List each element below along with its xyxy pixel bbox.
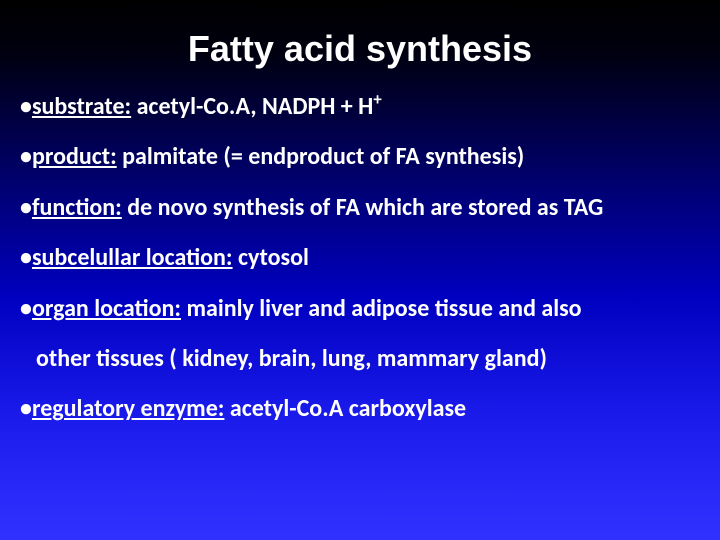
bullet-dot-icon: • — [20, 189, 32, 227]
bullet-text: de novo synthesis of FA which are stored… — [122, 193, 603, 222]
bullet-label: substrate: — [32, 92, 131, 121]
bullet-item: •product: palmitate (= endproduct of FA … — [20, 138, 704, 176]
bullet-dot-icon: • — [20, 290, 32, 328]
bullet-item: •function: de novo synthesis of FA which… — [20, 189, 704, 227]
bullet-label: regulatory enzyme: — [32, 394, 224, 423]
bullet-item: •organ location: mainly liver and adipos… — [20, 290, 704, 328]
bullet-label: function: — [32, 193, 122, 222]
bullet-item: •regulatory enzyme: acetyl-Co.A carboxyl… — [20, 390, 704, 428]
bullet-dot-icon: • — [20, 390, 32, 428]
bullet-dot-icon: • — [20, 88, 32, 126]
bullet-label: product: — [32, 142, 117, 171]
bullet-list: •substrate: acetyl-Co.A, NADPH + H+ •pro… — [0, 88, 720, 429]
bullet-label: organ location: — [32, 294, 181, 323]
bullet-text: mainly liver and adipose tissue and also — [181, 294, 582, 323]
superscript: + — [373, 89, 381, 110]
slide: Fatty acid synthesis •substrate: acetyl-… — [0, 0, 720, 540]
bullet-dot-icon: • — [20, 138, 32, 176]
slide-title: Fatty acid synthesis — [0, 0, 720, 88]
bullet-continuation: other tissues ( kidney, brain, lung, mam… — [20, 340, 704, 378]
bullet-item: •substrate: acetyl-Co.A, NADPH + H+ — [20, 88, 704, 126]
bullet-label: subcelullar location: — [32, 243, 233, 272]
bullet-dot-icon: • — [20, 239, 32, 277]
bullet-text: palmitate (= endproduct of FA synthesis) — [117, 142, 525, 171]
bullet-text: cytosol — [233, 243, 309, 272]
bullet-text: acetyl-Co.A, NADPH + H — [131, 92, 373, 121]
bullet-item: •subcelullar location: cytosol — [20, 239, 704, 277]
bullet-text: acetyl-Co.A carboxylase — [224, 394, 466, 423]
